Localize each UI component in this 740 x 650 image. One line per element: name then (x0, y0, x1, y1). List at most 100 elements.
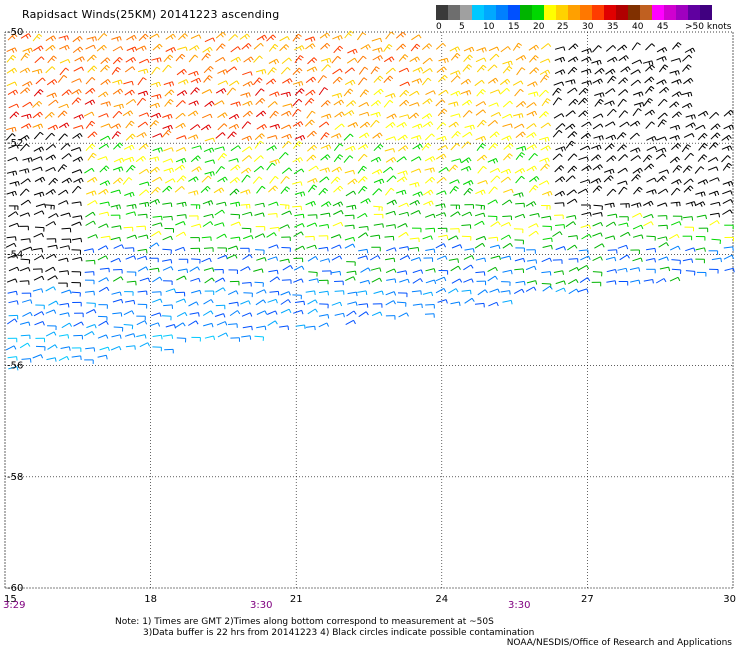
barb-shaft (280, 308, 290, 314)
wind-barb (385, 268, 397, 274)
barb-flag (391, 56, 395, 61)
barb-shaft (216, 43, 223, 51)
barb-shaft (268, 269, 278, 273)
wind-barb (528, 44, 540, 51)
barb-flag (351, 205, 354, 210)
barb-shaft (685, 201, 695, 205)
barb-shaft (529, 55, 536, 63)
barb-flag (666, 169, 670, 174)
barb-flag (235, 102, 239, 107)
wind-barb (149, 242, 160, 249)
barb-flag (273, 78, 277, 83)
wind-barb (461, 235, 472, 241)
barb-shaft (84, 99, 94, 105)
wind-barb (644, 163, 655, 171)
barb-flag (29, 312, 33, 317)
barb-shaft (554, 190, 563, 197)
barb-shaft (606, 155, 614, 163)
barb-shaft (19, 321, 29, 325)
wind-barb (334, 111, 345, 118)
wind-barb (448, 258, 459, 263)
wind-barb (229, 310, 241, 317)
barb-shaft (565, 140, 572, 149)
wind-barb (398, 231, 409, 238)
barb-flag (275, 310, 278, 315)
wind-barb (214, 277, 226, 283)
barb-shaft (96, 44, 105, 52)
barb-shaft (357, 165, 364, 174)
legend-swatch (472, 5, 484, 20)
barb-flag (287, 67, 291, 71)
barb-shaft (111, 131, 118, 139)
wind-barb (684, 226, 694, 232)
barb-shaft (487, 77, 496, 84)
wind-barb (450, 265, 461, 272)
barb-flag (314, 299, 318, 304)
barb-shaft (124, 247, 134, 249)
barb-flag (277, 91, 280, 96)
barb-shaft (526, 280, 536, 284)
barb-shaft (592, 256, 601, 262)
wind-barb (84, 271, 95, 276)
barb-shaft (33, 311, 43, 317)
barb-shaft (333, 99, 342, 106)
barb-flag (651, 64, 655, 69)
barb-flag (599, 98, 604, 103)
barb-flag (272, 46, 277, 50)
wind-barb (320, 212, 331, 218)
wind-barb (448, 101, 459, 107)
barb-shaft (188, 70, 197, 76)
barb-flag (16, 103, 20, 108)
barb-flag (133, 35, 137, 39)
barb-flag (66, 257, 69, 263)
barb-shaft (256, 257, 265, 261)
wind-barb (684, 47, 696, 54)
barb-shaft (425, 90, 434, 96)
barb-shaft (437, 299, 447, 303)
wind-barb (672, 215, 683, 221)
wind-barb (529, 213, 540, 218)
barb-flag (287, 140, 292, 145)
wind-barb (359, 132, 370, 139)
barb-flag (637, 79, 641, 84)
barb-shaft (475, 109, 484, 116)
barb-flag (222, 114, 226, 118)
barb-flag (483, 212, 486, 218)
wind-barb (541, 205, 551, 210)
barb-flag (378, 90, 382, 95)
wind-barb (85, 211, 96, 218)
barb-flag (65, 189, 69, 194)
barb-flag (134, 345, 136, 350)
barb-flag (185, 214, 187, 219)
wind-barb (151, 312, 162, 317)
wind-barb (240, 247, 250, 253)
wind-barb (84, 331, 95, 337)
wind-barb (6, 190, 17, 197)
wind-barb (72, 132, 83, 139)
wind-barb (540, 43, 552, 50)
wind-barb (502, 65, 513, 74)
barb-shaft (501, 113, 511, 119)
wind-barb (22, 47, 33, 54)
barb-flag (273, 67, 277, 71)
wind-barb (617, 167, 628, 174)
barb-shaft (370, 156, 380, 162)
wind-barb (450, 211, 461, 218)
barb-flag (116, 37, 119, 42)
barb-shaft (110, 189, 120, 194)
wind-barb (592, 212, 603, 217)
wind-barb (633, 102, 645, 108)
barb-flag (376, 170, 380, 175)
wind-barb (126, 271, 137, 277)
wind-barb (371, 277, 383, 283)
barb-flag (405, 270, 408, 275)
barb-shaft (85, 87, 93, 95)
barb-shaft (227, 290, 237, 296)
barb-shaft (489, 167, 499, 173)
barb-flag (661, 57, 665, 62)
barb-flag (153, 122, 158, 126)
wind-barb (307, 299, 318, 305)
barb-flag (198, 34, 202, 39)
barb-flag (544, 158, 547, 163)
wind-barb (306, 130, 317, 138)
